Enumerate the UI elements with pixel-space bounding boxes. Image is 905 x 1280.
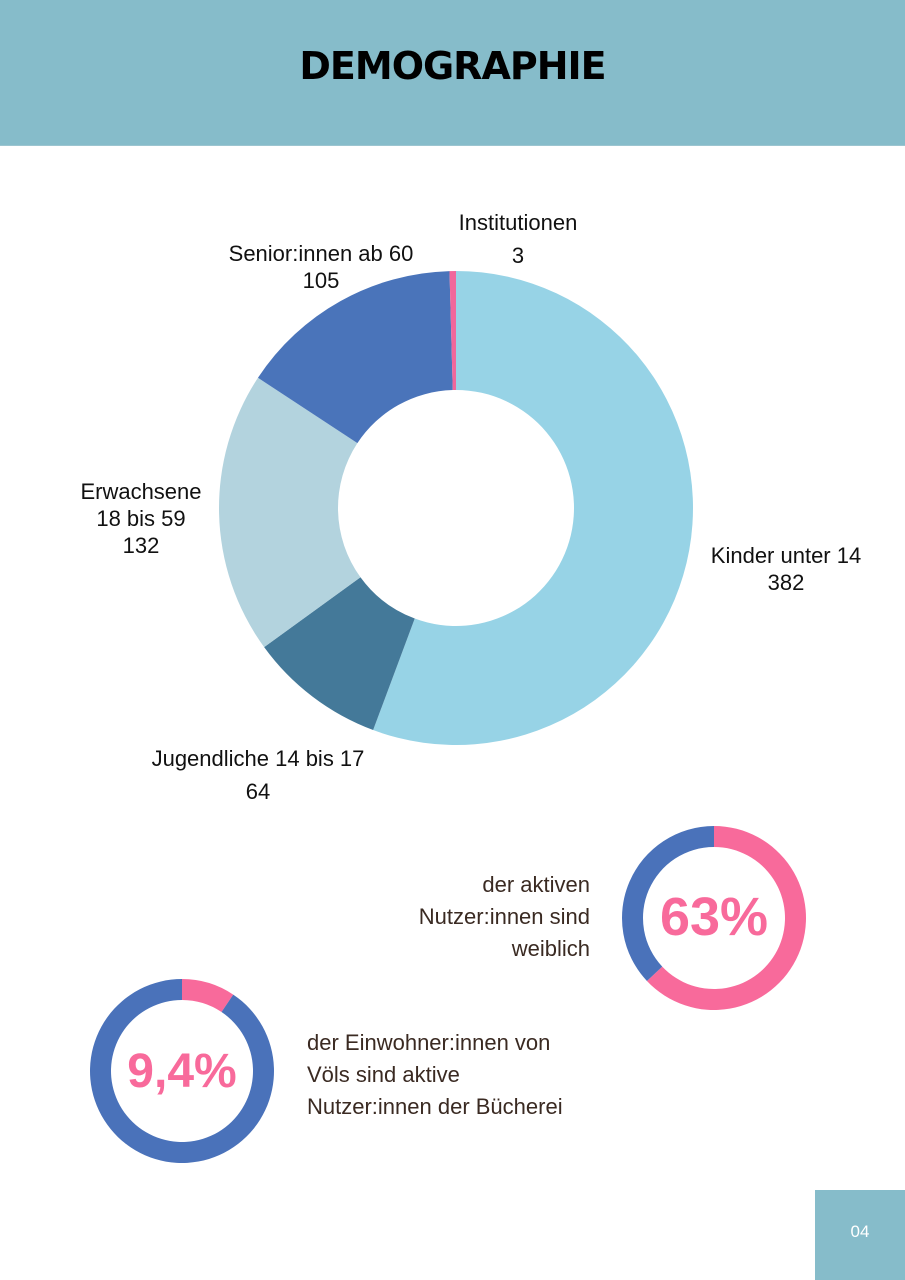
ring-female-segment-female [646,826,806,1010]
slice-label-jugendliche: Jugendliche 14 bis 17 64 [151,746,365,804]
slice-label-erwachsene: Erwachsene 18 bis 59 132 [80,479,202,558]
stat-female-text: der aktiven Nutzer:innen sind weiblich [418,872,590,961]
donut-slice-kinder [373,271,693,746]
ring-residents-segment-users [182,979,234,1013]
page-number: 04 [850,1222,870,1241]
donut-slice-erwachsene [219,377,361,648]
stat-residents-value: 9,4% [127,1045,237,1098]
donut-slice-senioren [257,271,453,444]
page-title: DEMOGRAPHIE [299,44,606,88]
stat-residents-text: der Einwohner:innen von Völs sind aktive… [307,1030,563,1119]
page-number-box: 04 [815,1190,905,1280]
slice-label-kinder: Kinder unter 14 382 [710,543,862,595]
slice-label-institutionen: Institutionen 3 [458,210,578,268]
donut-slice-jugendliche [264,577,415,731]
slice-label-senioren: Senior:innen ab 60 105 [228,241,414,293]
header-banner: DEMOGRAPHIE [0,0,905,146]
ring-female-segment-other [622,826,714,981]
stat-female-value: 63% [659,887,769,947]
donut-slice-institutionen [449,271,456,391]
